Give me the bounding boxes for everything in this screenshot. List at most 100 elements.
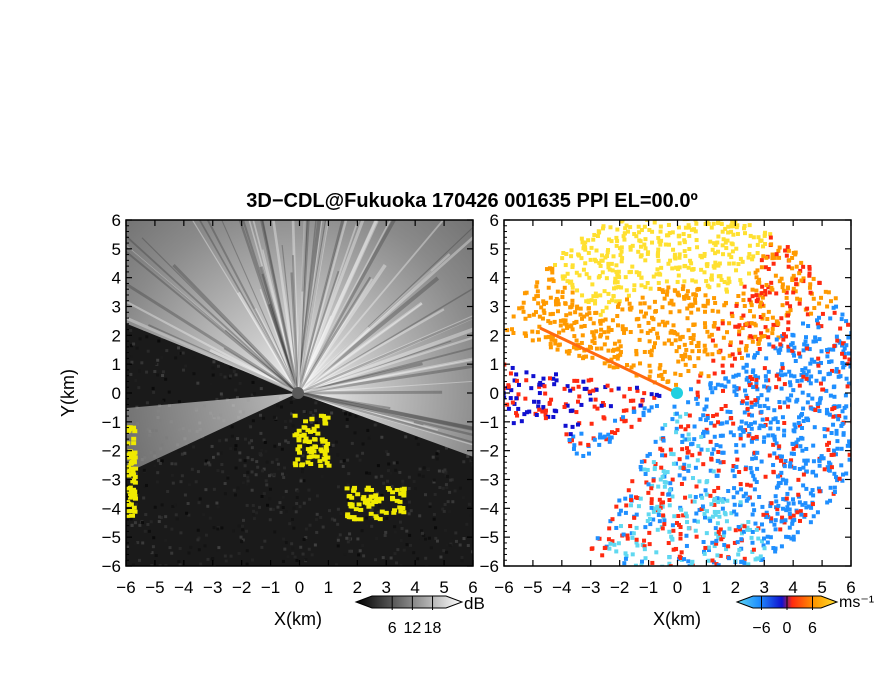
velocity-pixel [794,440,799,445]
velocity-pixel [645,220,650,222]
velocity-pixel [693,528,698,533]
velocity-pixel [800,390,805,395]
noise-pixel [449,478,453,482]
velocity-pixel [693,495,698,500]
velocity-pixel [686,526,691,531]
velocity-pixel [801,348,806,353]
noise-pixel [262,438,266,442]
velocity-pixel [654,550,659,555]
noise-pixel [284,425,288,429]
velocity-pixel [543,335,548,340]
velocity-pixel [745,353,750,358]
velocity-pixel [780,362,785,367]
velocity-pixel [771,322,776,327]
velocity-pixel [534,284,539,289]
velocity-pixel [519,419,524,424]
noise-pixel [365,471,369,475]
velocity-pixel [696,286,701,291]
noise-pixel [187,513,191,517]
velocity-pixel [695,519,700,524]
velocity-pixel [674,382,679,387]
velocity-pixel [753,334,758,339]
missing-data-pixel [358,507,364,512]
velocity-pixel [751,235,756,240]
velocity-pixel [661,438,666,443]
velocity-pixel [749,439,754,444]
velocity-xtick-label: −6 [494,578,513,597]
velocity-pixel [720,433,725,438]
noise-pixel [192,445,196,449]
velocity-pixel [720,421,725,426]
noise-pixel [219,373,223,377]
velocity-pixel [832,310,837,315]
velocity-pixel [598,263,603,268]
velocity-pixel [673,338,678,343]
velocity-colorbar-tick-label: −6 [752,620,770,637]
velocity-pixel [606,537,611,542]
noise-pixel [412,551,416,555]
velocity-pixel [826,447,831,452]
noise-pixel [299,479,303,483]
velocity-pixel [741,429,746,434]
missing-data-pixel [131,472,137,477]
velocity-pixel [684,412,689,417]
velocity-pixel [604,437,609,442]
velocity-pixel [750,377,755,382]
velocity-pixel [563,301,568,306]
noise-pixel [432,512,436,516]
noise-pixel [444,483,448,487]
noise-pixel [216,527,220,531]
velocity-pixel [640,572,644,576]
velocity-pixel [618,524,623,529]
noise-pixel [136,541,140,545]
velocity-pixel [766,378,771,383]
noise-pixel [220,394,224,398]
velocity-pixel [806,504,811,509]
velocity-pixel [687,247,692,252]
velocity-pixel [768,232,773,237]
intensity-rays [126,220,473,446]
velocity-pixel [642,391,647,396]
velocity-pixel [600,226,605,231]
velocity-pixel [709,502,714,507]
intensity-ray [297,220,317,394]
velocity-pixel [796,437,801,442]
velocity-pixel [676,273,681,278]
velocity-pixel [621,234,626,239]
noise-pixel [145,335,149,339]
missing-data-pixel [366,504,372,509]
velocity-pixel [731,463,736,468]
velocity-pixel [734,512,739,517]
velocity-pixel [750,294,755,299]
velocity-pixel [593,299,598,304]
noise-pixel [276,462,280,466]
noise-pixel [395,561,399,565]
velocity-pixel [575,378,580,383]
velocity-pixel [523,333,528,338]
velocity-pixel [840,478,845,483]
missing-data-pixel [320,439,326,444]
velocity-pixel [746,321,751,326]
velocity-pixel [541,308,546,313]
noise-pixel [288,522,292,526]
velocity-pixel [660,453,665,458]
noise-pixel [443,528,447,532]
velocity-pixel [708,566,712,570]
velocity-pixel [785,286,790,291]
velocity-pixel [806,324,811,329]
velocity-pixel [541,299,546,304]
intensity-xtick-label: −6 [116,578,135,597]
velocity-pixel [586,442,591,447]
velocity-pixel [614,269,619,274]
velocity-pixel [734,392,739,397]
velocity-pixel [514,396,519,401]
velocity-pixel [693,279,698,284]
missing-data-pixel [394,498,400,503]
velocity-pixel [773,546,778,551]
noise-pixel [380,435,384,439]
noise-pixel [320,474,324,478]
velocity-pixel [610,517,615,522]
velocity-pixel [516,406,521,411]
velocity-pixel [706,548,711,553]
velocity-pixel [759,522,764,527]
